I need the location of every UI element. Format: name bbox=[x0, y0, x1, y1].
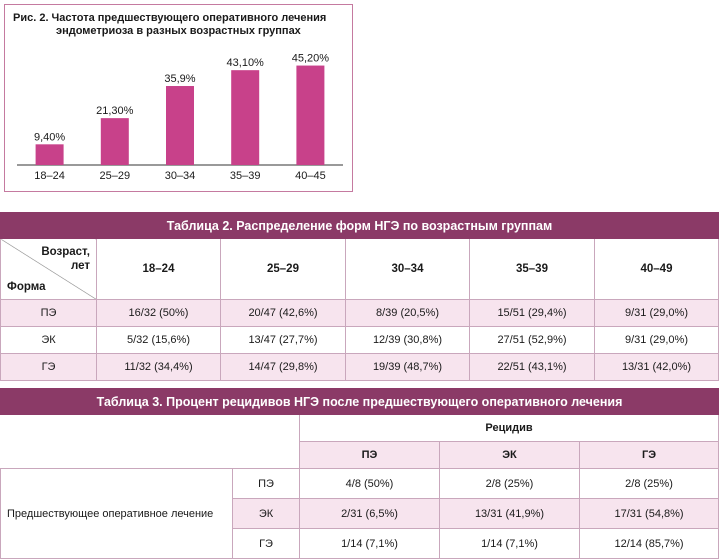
table-cell: 8/39 (20,5%) bbox=[345, 299, 470, 327]
table-cell: 1/14 (7,1%) bbox=[439, 528, 580, 559]
figure-caption-line1: Рис. 2. Частота предшествующего оператив… bbox=[13, 12, 327, 24]
data-label: 43,10% bbox=[227, 57, 265, 69]
data-label: 9,40% bbox=[34, 131, 65, 143]
table-cell: 17/31 (54,8%) bbox=[578, 498, 720, 529]
bar-35–39 bbox=[231, 70, 260, 165]
table-cell: 12/39 (30,8%) bbox=[345, 326, 470, 354]
column-header: 18–24 bbox=[96, 238, 221, 300]
data-label: 35,9% bbox=[164, 73, 195, 85]
table-cell: 1/14 (7,1%) bbox=[299, 528, 440, 559]
x-tick-label: 35–39 bbox=[230, 170, 261, 182]
column-header: ПЭ bbox=[299, 441, 440, 469]
table-2-title: Таблица 2. Распределение форм НГЭ по воз… bbox=[0, 212, 719, 239]
table-3-empty-corner bbox=[0, 414, 300, 469]
table-row: ЭК 2/31 (6,5%) 13/31 (41,9%) 17/31 (54,8… bbox=[1, 498, 720, 529]
x-tick-label: 30–34 bbox=[165, 170, 196, 182]
column-header: ГЭ bbox=[578, 441, 720, 469]
row-label: ЭК bbox=[0, 326, 97, 354]
table-cell: 13/47 (27,7%) bbox=[220, 326, 346, 354]
table-cell: 22/51 (43,1%) bbox=[469, 353, 595, 381]
table-cell: 19/39 (48,7%) bbox=[345, 353, 470, 381]
row-label: ГЭ bbox=[0, 353, 97, 381]
figure-caption-line2: эндометриоза в разных возрастных группах bbox=[56, 25, 301, 37]
x-tick-label: 18–24 bbox=[34, 170, 65, 182]
table-cell: 11/32 (34,4%) bbox=[96, 353, 221, 381]
table-cell: 13/31 (42,0%) bbox=[594, 353, 719, 381]
table-cell: 13/31 (41,9%) bbox=[439, 498, 580, 529]
column-header: 25–29 bbox=[220, 238, 346, 300]
table-cell: 2/31 (6,5%) bbox=[299, 498, 440, 529]
column-header: ЭК bbox=[439, 441, 580, 469]
table-cell: 20/47 (42,6%) bbox=[220, 299, 346, 327]
table-3: Таблица 3. Процент рецидивов НГЭ после п… bbox=[0, 388, 720, 559]
bar-25–29 bbox=[100, 118, 129, 165]
data-label: 45,20% bbox=[292, 53, 330, 65]
table-cell: 4/8 (50%) bbox=[299, 468, 440, 499]
table-row: ПЭ 16/32 (50%) 20/47 (42,6%) 8/39 (20,5%… bbox=[0, 299, 719, 327]
row-label: ПЭ bbox=[232, 468, 300, 499]
bar-40–45 bbox=[296, 65, 325, 165]
table-2: Таблица 2. Распределение форм НГЭ по воз… bbox=[0, 212, 719, 381]
table-row: Предшествующее оперативное лечение ПЭ 4/… bbox=[0, 468, 720, 559]
previous-treatment-label: Предшествующее оперативное лечение bbox=[0, 468, 233, 559]
x-tick-label: 40–45 bbox=[295, 170, 326, 182]
relapse-group-header: Рецидив bbox=[298, 414, 720, 442]
data-label: 21,30% bbox=[96, 105, 134, 117]
row-label: ПЭ bbox=[0, 299, 97, 327]
corner-age-label: Возраст, bbox=[41, 246, 90, 258]
bar-chart: 9,40% 18–24 21,30% 25–29 35,9% 30–34 43,10% 35–… bbox=[17, 53, 343, 182]
table-cell: 2/8 (25%) bbox=[439, 468, 580, 499]
figure-caption: Рис. 2. Частота предшествующего оператив… bbox=[13, 12, 343, 38]
table-3-title: Таблица 3. Процент рецидивов НГЭ после п… bbox=[0, 388, 720, 415]
table-row: ЭК 5/32 (15,6%) 13/47 (27,7%) 12/39 (30,… bbox=[0, 326, 719, 354]
table-row: ГЭ 11/32 (34,4%) 14/47 (29,8%) 19/39 (48… bbox=[0, 353, 719, 381]
column-header: 30–34 bbox=[345, 238, 470, 300]
corner-age-unit: лет bbox=[70, 260, 90, 272]
table-cell: 12/14 (85,7%) bbox=[578, 528, 720, 559]
x-tick-label: 25–29 bbox=[100, 170, 131, 182]
table-cell: 16/32 (50%) bbox=[96, 299, 221, 327]
figure-2: Рис. 2. Частота предшествующего оператив… bbox=[4, 4, 353, 192]
column-header: 40–49 bbox=[594, 238, 719, 300]
table-2-corner-header: Возраст, лет Форма bbox=[0, 238, 97, 300]
corner-form-label: Форма bbox=[7, 281, 46, 293]
table-cell: 9/31 (29,0%) bbox=[594, 326, 719, 354]
bar-30–34 bbox=[166, 86, 194, 165]
bar-18–24 bbox=[35, 144, 64, 165]
table-cell: 15/51 (29,4%) bbox=[469, 299, 595, 327]
table-cell: 5/32 (15,6%) bbox=[96, 326, 221, 354]
table-cell: 27/51 (52,9%) bbox=[469, 326, 595, 354]
row-label: ГЭ bbox=[232, 528, 300, 559]
row-label: ЭК bbox=[232, 498, 300, 529]
table-cell: 14/47 (29,8%) bbox=[220, 353, 346, 381]
table-cell: 2/8 (25%) bbox=[578, 468, 720, 499]
column-header: 35–39 bbox=[469, 238, 595, 300]
table-cell: 9/31 (29,0%) bbox=[594, 299, 719, 327]
